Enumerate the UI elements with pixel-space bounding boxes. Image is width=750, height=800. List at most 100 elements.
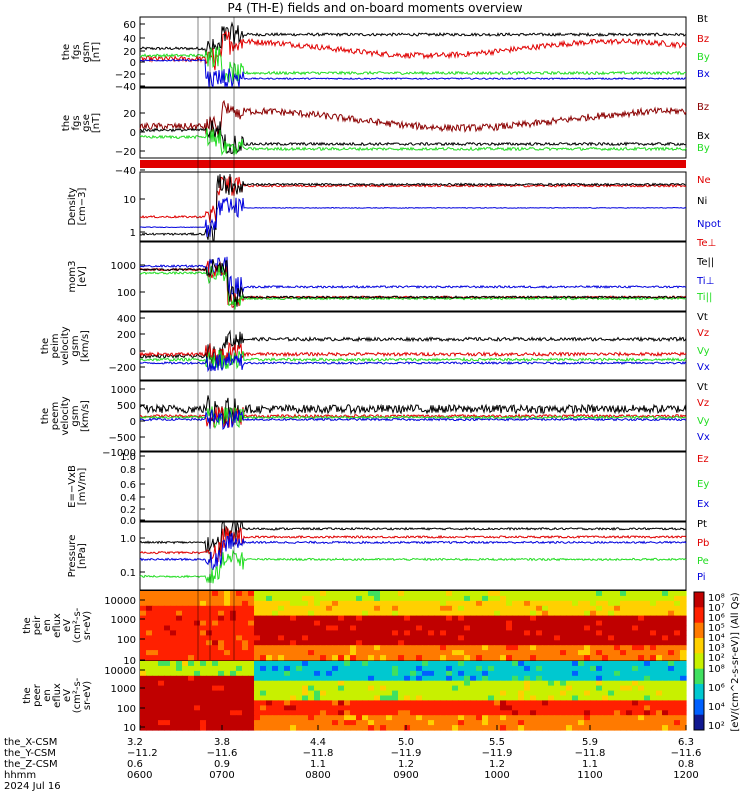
spectrogram-cell bbox=[464, 595, 471, 602]
spectrogram-cell bbox=[146, 655, 153, 661]
spectrogram-cell bbox=[656, 685, 663, 692]
spectrogram-cell bbox=[416, 605, 423, 612]
spectrogram-cell bbox=[248, 661, 255, 667]
spectrogram-cell bbox=[416, 675, 423, 682]
spectrogram-cell bbox=[464, 685, 471, 692]
spectrogram-cell bbox=[422, 595, 429, 602]
spectrogram-cell bbox=[242, 645, 249, 651]
spectrogram-cell bbox=[428, 635, 435, 641]
spectrogram-cell bbox=[140, 605, 147, 612]
spectrogram-cell bbox=[488, 705, 495, 711]
spectrogram-cell bbox=[368, 720, 375, 726]
spectrogram-cell bbox=[536, 591, 543, 597]
spectrogram-cell bbox=[596, 615, 603, 622]
colorbar-tick-label: 10² bbox=[708, 653, 725, 664]
spectrogram-cell bbox=[632, 620, 639, 627]
spectrogram-cell bbox=[656, 605, 663, 612]
spectrogram-cell bbox=[530, 655, 537, 661]
spectrogram-cell bbox=[452, 630, 459, 636]
spectrogram-cell bbox=[446, 591, 453, 597]
spectrogram-cell bbox=[632, 595, 639, 602]
spectrogram-cell bbox=[590, 725, 597, 731]
spectrogram-cell bbox=[428, 661, 435, 667]
spectrogram-cell bbox=[572, 620, 579, 627]
spectrogram-cell bbox=[284, 610, 291, 617]
spectrogram-cell bbox=[140, 645, 147, 651]
spectrogram-cell bbox=[578, 645, 585, 651]
spectrogram-cell bbox=[578, 720, 585, 726]
spectrogram-cell bbox=[302, 700, 309, 706]
spectrogram-cell bbox=[212, 670, 219, 677]
spectrogram-cell bbox=[614, 725, 621, 731]
spectrogram-cell bbox=[518, 690, 525, 697]
spectrogram-cell bbox=[650, 680, 657, 687]
spectrogram-cell bbox=[332, 685, 339, 692]
spectrogram-cell bbox=[314, 665, 321, 672]
spectrogram-cell bbox=[500, 595, 507, 602]
spectrogram-cell bbox=[290, 710, 297, 716]
spectrogram-cell bbox=[302, 690, 309, 697]
spectrogram-cell bbox=[326, 720, 333, 726]
spectrogram-cell bbox=[476, 625, 483, 631]
colorbar-segment bbox=[694, 638, 704, 654]
spectrogram-cell bbox=[350, 725, 357, 731]
x-tick-label: 1100 bbox=[577, 770, 602, 781]
spectrogram-cell bbox=[410, 690, 417, 697]
spectrogram-cell bbox=[584, 595, 591, 602]
spectrogram-cell bbox=[494, 705, 501, 711]
spectrogram-cell bbox=[446, 685, 453, 692]
spectrogram-cell bbox=[668, 650, 675, 656]
spectrogram-cell bbox=[440, 650, 447, 656]
spectrogram-cell bbox=[146, 680, 153, 687]
spectrogram-cell bbox=[224, 720, 231, 726]
legend-entry: Vy bbox=[697, 416, 710, 427]
spectrogram-cell bbox=[386, 645, 393, 651]
legend-entry: Ey bbox=[697, 479, 709, 490]
spectrogram-cell bbox=[644, 680, 651, 687]
spectrogram-cell bbox=[296, 715, 303, 721]
spectrogram-cell bbox=[218, 695, 225, 701]
spectrogram-cell bbox=[308, 655, 315, 661]
spectrogram-cell bbox=[398, 695, 405, 701]
spectrogram-cell bbox=[218, 591, 225, 597]
colorbar-tick-label: 10⁶ bbox=[708, 613, 725, 624]
spectrogram-cell bbox=[170, 650, 177, 656]
spectrogram-cell bbox=[632, 720, 639, 726]
spectrogram-cell bbox=[572, 665, 579, 672]
spectrogram-cell bbox=[224, 725, 231, 731]
spectrogram-cell bbox=[362, 695, 369, 701]
spectrogram-cell bbox=[338, 635, 345, 641]
spectrogram-cell bbox=[302, 650, 309, 656]
spectrogram-cell bbox=[638, 690, 645, 697]
spectrogram-cell bbox=[320, 670, 327, 677]
spectrogram-cell bbox=[164, 725, 171, 731]
spectrogram-cell bbox=[572, 695, 579, 701]
spectrogram-cell bbox=[428, 690, 435, 697]
y-axis-label: mom3 bbox=[67, 261, 78, 293]
spectrogram-cell bbox=[446, 700, 453, 706]
spectrogram-cell bbox=[482, 625, 489, 631]
spectrogram-cell bbox=[560, 610, 567, 617]
spectrogram-cell bbox=[182, 595, 189, 602]
spectrogram-cell bbox=[614, 690, 621, 697]
colorbar-segment bbox=[694, 714, 704, 731]
spectrogram-cell bbox=[188, 650, 195, 656]
spectrogram-cell bbox=[398, 650, 405, 656]
spectrogram-cell bbox=[428, 680, 435, 687]
spectrogram-cell bbox=[524, 720, 531, 726]
spectrogram-cell bbox=[218, 630, 225, 636]
spectrogram-cell bbox=[290, 695, 297, 701]
x-tick-label: 5.5 bbox=[489, 737, 505, 748]
spectrogram-cell bbox=[644, 620, 651, 627]
spectrogram-cell bbox=[488, 665, 495, 672]
spectrogram-cell bbox=[296, 630, 303, 636]
spectrogram-cell bbox=[158, 661, 165, 667]
legend-entry: Vx bbox=[697, 362, 710, 373]
spectrogram-cell bbox=[374, 705, 381, 711]
spectrogram-cell bbox=[212, 700, 219, 706]
spectrogram-cell bbox=[644, 640, 651, 646]
spectrogram-cell bbox=[308, 715, 315, 721]
spectrogram-cell bbox=[284, 605, 291, 612]
spectrogram-cell bbox=[182, 710, 189, 716]
spectrogram-cell bbox=[578, 650, 585, 656]
